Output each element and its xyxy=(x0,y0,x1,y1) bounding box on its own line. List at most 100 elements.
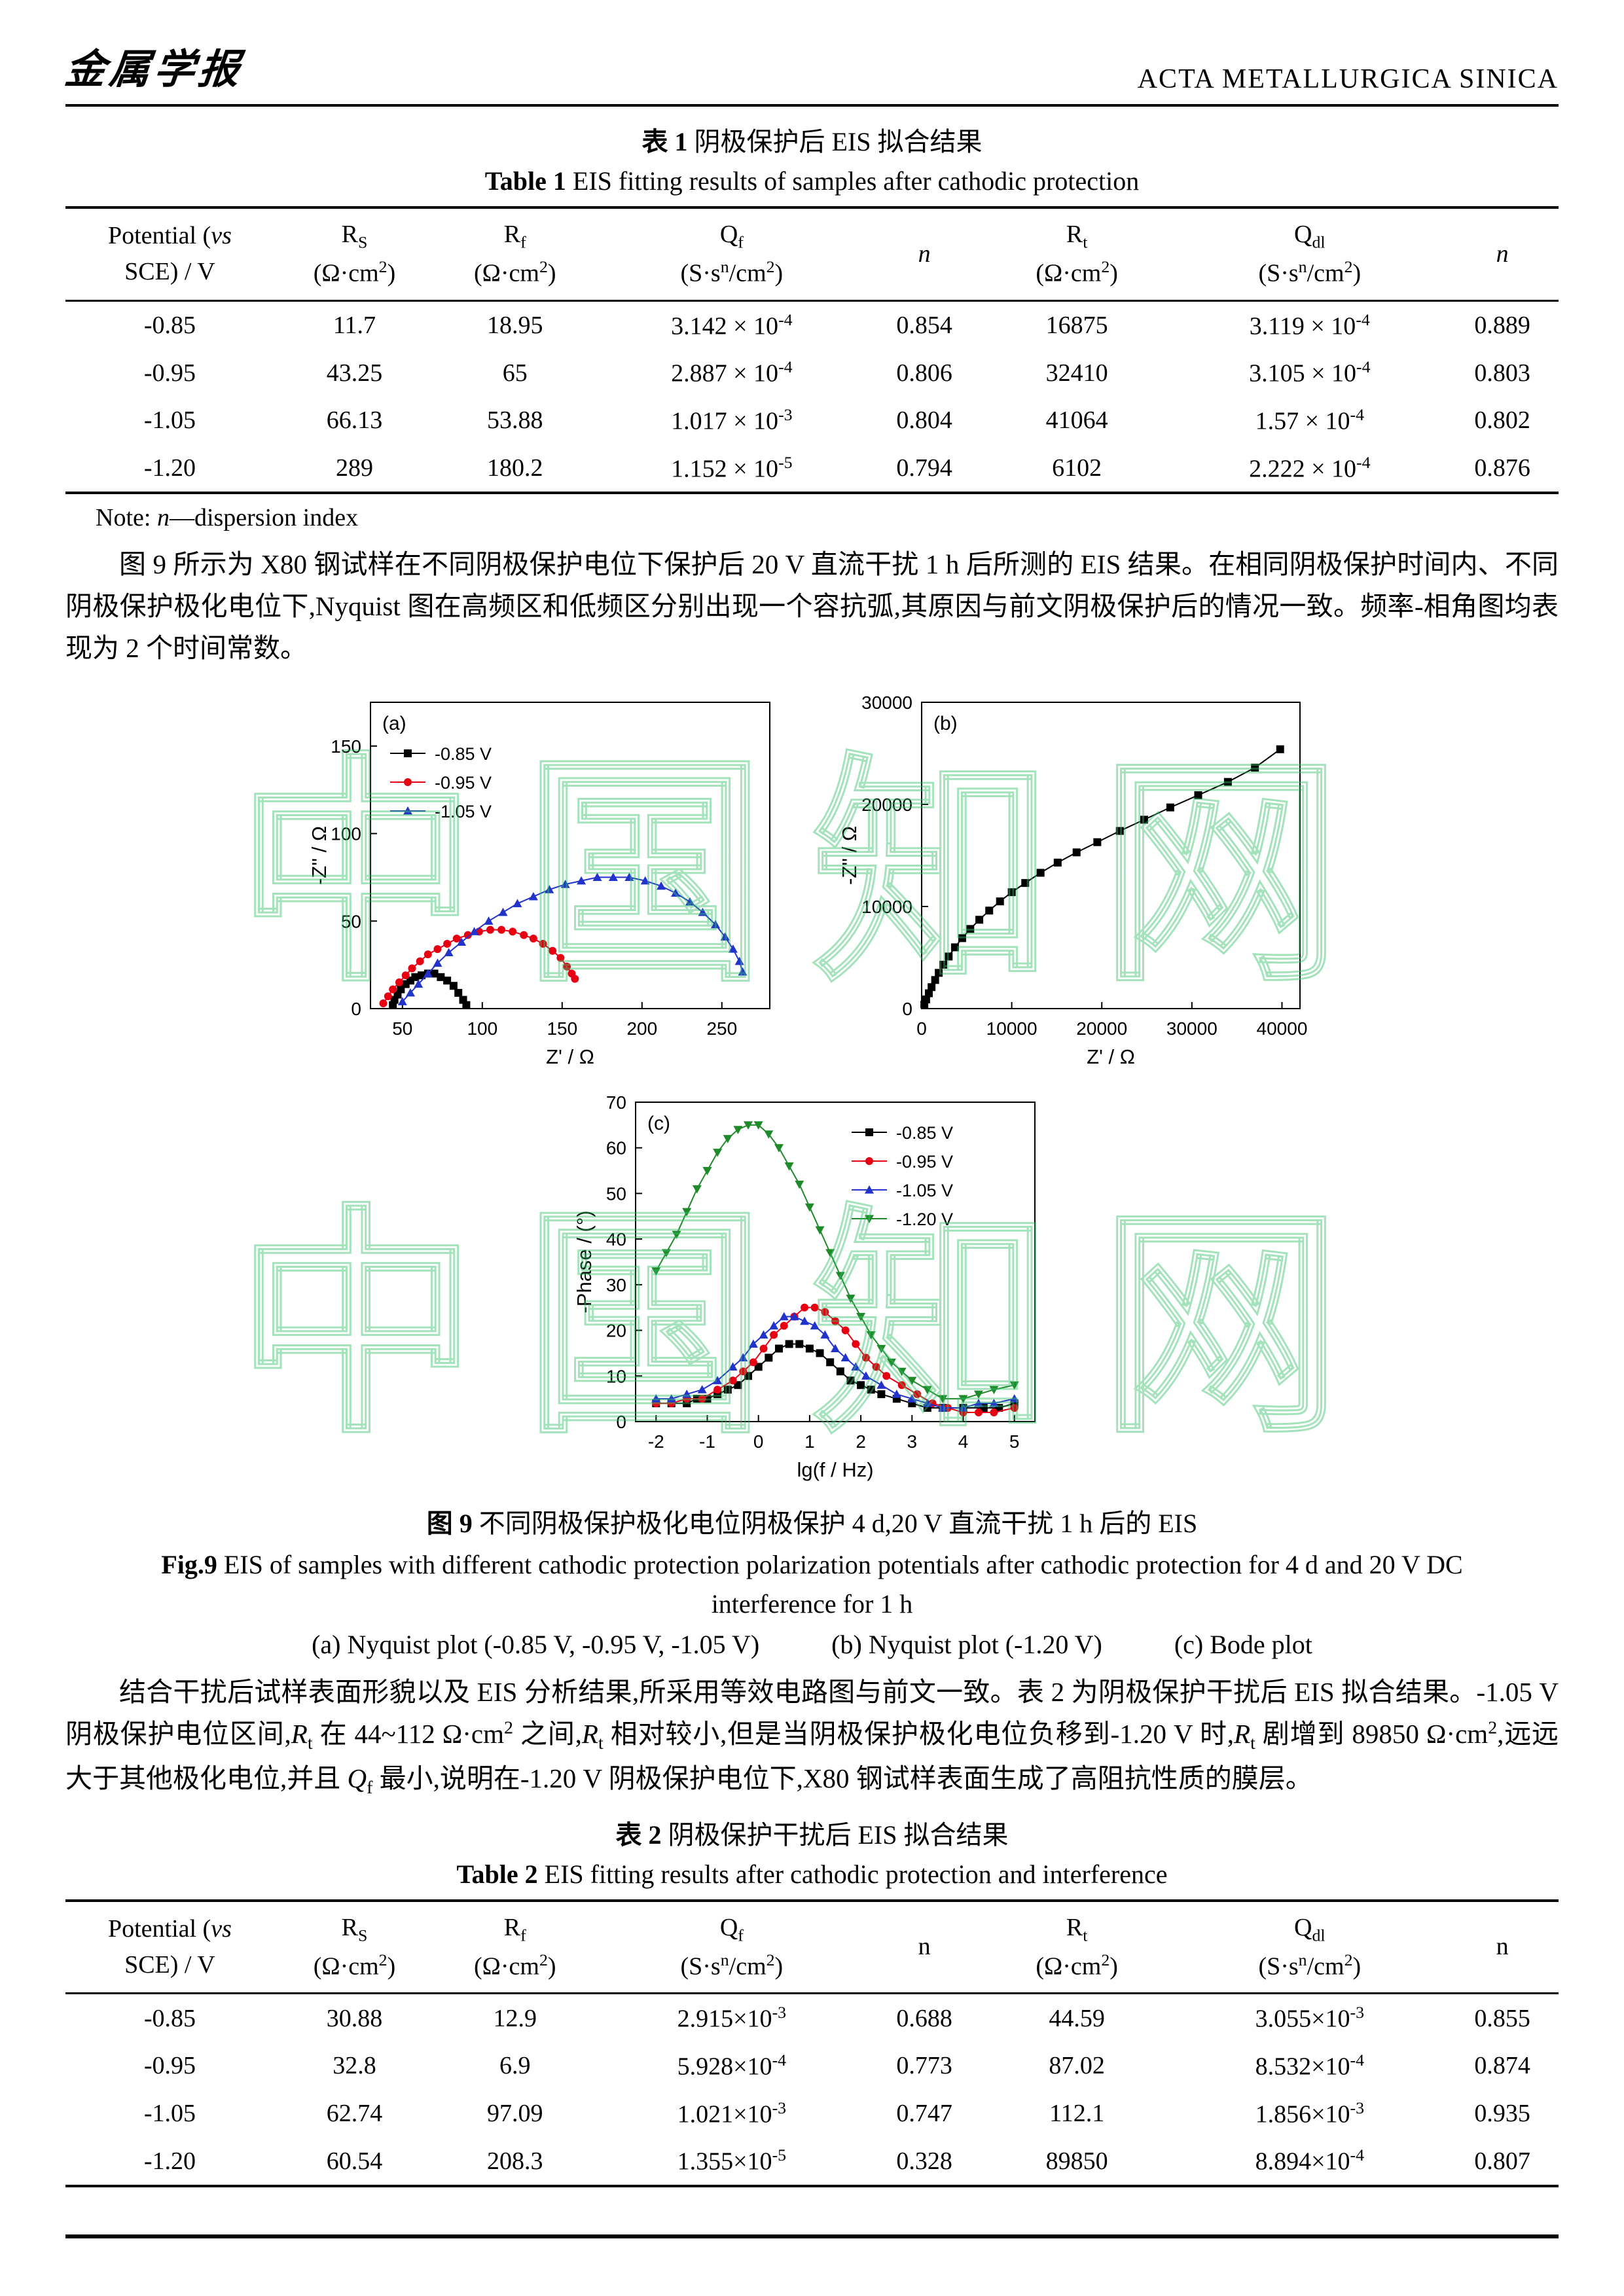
column-header: Qf (S·sn/cm2) xyxy=(595,207,869,302)
table1: Potential (vs SCE) / V RS (Ω·cm2) Rf (Ω·cm2) Q… xyxy=(65,206,1559,495)
svg-text:30000: 30000 xyxy=(1166,1018,1217,1039)
table-row: -1.05 62.74 97.09 1.021×10-3 0.747 112.1 1.856… xyxy=(65,2090,1559,2138)
column-header: Qdl (S·sn/cm2) xyxy=(1173,1900,1447,1995)
svg-text:-1.05 V: -1.05 V xyxy=(435,802,492,821)
table-cell: 2.222 × 10-4 xyxy=(1249,452,1371,483)
fig9-subcaptions: (a) Nyquist plot (-0.85 V, -0.95 V, -1.0… xyxy=(65,1629,1559,1660)
table-cell: 0.876 xyxy=(1474,454,1530,482)
table-cell: 0.854 xyxy=(896,312,952,340)
svg-text:30000: 30000 xyxy=(861,692,912,713)
svg-text:20000: 20000 xyxy=(1076,1018,1127,1039)
table-cell: 97.09 xyxy=(486,2100,543,2128)
svg-text:0: 0 xyxy=(902,999,912,1019)
page-bottom-rule xyxy=(65,2234,1559,2238)
svg-text:(c): (c) xyxy=(647,1113,670,1134)
table-cell: 1.021×10-3 xyxy=(677,2098,787,2128)
column-header: RS (Ω·cm2) xyxy=(274,1900,435,1995)
table-cell: 289 xyxy=(335,454,373,482)
table-cell: 3.119 × 10-4 xyxy=(1249,310,1370,340)
table-row: -0.85 30.88 12.9 2.915×10-3 0.688 44.59 3.055×… xyxy=(65,1994,1559,2042)
svg-text:50: 50 xyxy=(605,1184,626,1204)
svg-text:150: 150 xyxy=(547,1018,577,1039)
table-cell: 0.889 xyxy=(1474,312,1530,340)
table-cell: 11.7 xyxy=(333,312,376,340)
table-cell: 16875 xyxy=(1045,312,1108,340)
table1-note: Note: n—dispersion index xyxy=(96,504,359,532)
svg-text:100: 100 xyxy=(331,824,361,844)
table2: Potential (vs SCE) / V RS (Ω·cm2) Rf (Ω·cm2) Q… xyxy=(65,1899,1559,2188)
column-header: RS (Ω·cm2) xyxy=(274,207,435,302)
table-cell: -0.85 xyxy=(143,312,196,340)
nyquist-row: 50 100 150 200 250 0 50 100 150 Z' / Ω -Z'' / Ω (a)… xyxy=(65,684,1559,1080)
svg-text:-2: -2 xyxy=(647,1431,664,1452)
table-cell: 41064 xyxy=(1045,406,1108,435)
table-cell: 8.894×10-4 xyxy=(1255,2145,1365,2176)
table-cell: 0.855 xyxy=(1474,2004,1530,2032)
table-row: -1.05 66.13 53.88 1.017 × 10-3 0.804 41064 1.5… xyxy=(65,397,1559,444)
svg-text:10: 10 xyxy=(605,1367,626,1387)
svg-text:4: 4 xyxy=(958,1431,968,1452)
svg-text:60: 60 xyxy=(605,1138,626,1158)
table-cell: 0.688 xyxy=(896,2004,952,2032)
svg-text:-Z'' / Ω: -Z'' / Ω xyxy=(308,826,331,885)
svg-text:1: 1 xyxy=(804,1431,815,1452)
svg-text:-1.20 V: -1.20 V xyxy=(896,1210,953,1229)
column-header: Potential (vs SCE) / V xyxy=(65,1900,274,1995)
svg-text:30: 30 xyxy=(605,1275,626,1295)
svg-text:40000: 40000 xyxy=(1256,1018,1307,1039)
column-header: n xyxy=(868,207,981,302)
svg-text:150: 150 xyxy=(331,736,361,757)
column-header: n xyxy=(868,1900,981,1995)
table-cell: 3.142 × 10-4 xyxy=(671,310,793,340)
table-cell: 2.915×10-3 xyxy=(677,2003,787,2034)
table-cell: -0.95 xyxy=(143,2052,196,2080)
table2-title-cn: 表 2 阴极保护干扰后 EIS 拟合结果 xyxy=(615,1820,1009,1850)
table-cell: 0.935 xyxy=(1474,2100,1530,2128)
table-cell: 1.57 × 10-4 xyxy=(1255,405,1365,435)
table-cell: 2.887 × 10-4 xyxy=(671,357,793,388)
table-cell: -1.05 xyxy=(143,406,196,435)
chart-svg: 50 100 150 200 250 0 50 100 150 Z' / Ω -Z'' / Ω (a)… xyxy=(308,702,770,1068)
svg-text:-Z'' / Ω: -Z'' / Ω xyxy=(838,826,861,885)
table-cell: 1.355×10-5 xyxy=(677,2145,787,2176)
paragraph-1: 图 9 所示为 X80 钢试样在不同阴极保护电位下保护后 20 V 直流干扰 1… xyxy=(65,549,1559,664)
svg-text:3: 3 xyxy=(907,1431,917,1452)
table-cell: 1.856×10-3 xyxy=(1255,2098,1365,2128)
table2-container: Potential (vs SCE) / V RS (Ω·cm2) Rf (Ω·cm2) Q… xyxy=(65,1899,1559,2188)
paragraph-2: 结合干扰后试样表面形貌以及 EIS 分析结果,所采用等效电路图与前文一致。表 2… xyxy=(65,1677,1559,1799)
svg-text:-0.95 V: -0.95 V xyxy=(896,1152,953,1172)
svg-text:50: 50 xyxy=(340,912,361,932)
table-cell: 3.055×10-3 xyxy=(1255,2003,1365,2034)
subcaption-a: (a) Nyquist plot (-0.85 V, -0.95 V, -1.0… xyxy=(312,1630,760,1660)
table-cell: 0.747 xyxy=(896,2100,952,2128)
column-header: Rt (Ω·cm2) xyxy=(981,1900,1174,1995)
column-header: Qf (S·sn/cm2) xyxy=(595,1900,869,1995)
bode-plot-c: -2 -1 0 1 2 3 4 5 0 10 20 30 40 50 60 70 lg(f / Hz) -Phas… xyxy=(570,1084,1055,1493)
svg-text:-0.85 V: -0.85 V xyxy=(435,744,492,764)
nyquist-plot-a: 50 100 150 200 250 0 50 100 150 Z' / Ω -Z'' / Ω (a)… xyxy=(305,684,789,1080)
table-cell: 6.9 xyxy=(499,2052,531,2080)
svg-text:lg(f / Hz): lg(f / Hz) xyxy=(797,1458,873,1481)
svg-text:2: 2 xyxy=(856,1431,866,1452)
table-cell: -1.20 xyxy=(143,454,196,482)
nyquist-plot-b: 0 10000 20000 30000 40000 0 10000 20000 30000 Z' … xyxy=(835,684,1320,1080)
column-header: n xyxy=(1446,207,1559,302)
column-header: Rf (Ω·cm2) xyxy=(435,207,596,302)
column-header: Rf (Ω·cm2) xyxy=(435,1900,596,1995)
svg-text:10000: 10000 xyxy=(986,1018,1037,1039)
table-row: -1.20 289 180.2 1.152 × 10-5 0.794 6102 2.222 … xyxy=(65,444,1559,493)
subcaption-c: (c) Bode plot xyxy=(1174,1630,1312,1660)
fig9-caption-cn: 图 9 不同阴极保护极化电位阴极保护 4 d,20 V 直流干扰 1 h 后的 … xyxy=(426,1509,1198,1539)
svg-text:(b): (b) xyxy=(933,713,958,734)
table-cell: 65 xyxy=(502,359,528,387)
svg-text:20000: 20000 xyxy=(861,795,912,815)
table1-title-cn: 表 1 阴极保护后 EIS 拟合结果 xyxy=(641,127,983,156)
table-row: -0.85 11.7 18.95 3.142 × 10-4 0.854 16875 3.11… xyxy=(65,300,1559,349)
table-row: -1.20 60.54 208.3 1.355×10-5 0.328 89850 8.894… xyxy=(65,2137,1559,2186)
svg-text:20: 20 xyxy=(605,1321,626,1341)
table-cell: 12.9 xyxy=(493,2004,537,2032)
table-cell: 180.2 xyxy=(486,454,543,482)
journal-name: ACTA METALLURGICA SINICA xyxy=(1137,64,1559,94)
table-cell: 0.807 xyxy=(1474,2147,1530,2175)
svg-text:40: 40 xyxy=(605,1229,626,1249)
